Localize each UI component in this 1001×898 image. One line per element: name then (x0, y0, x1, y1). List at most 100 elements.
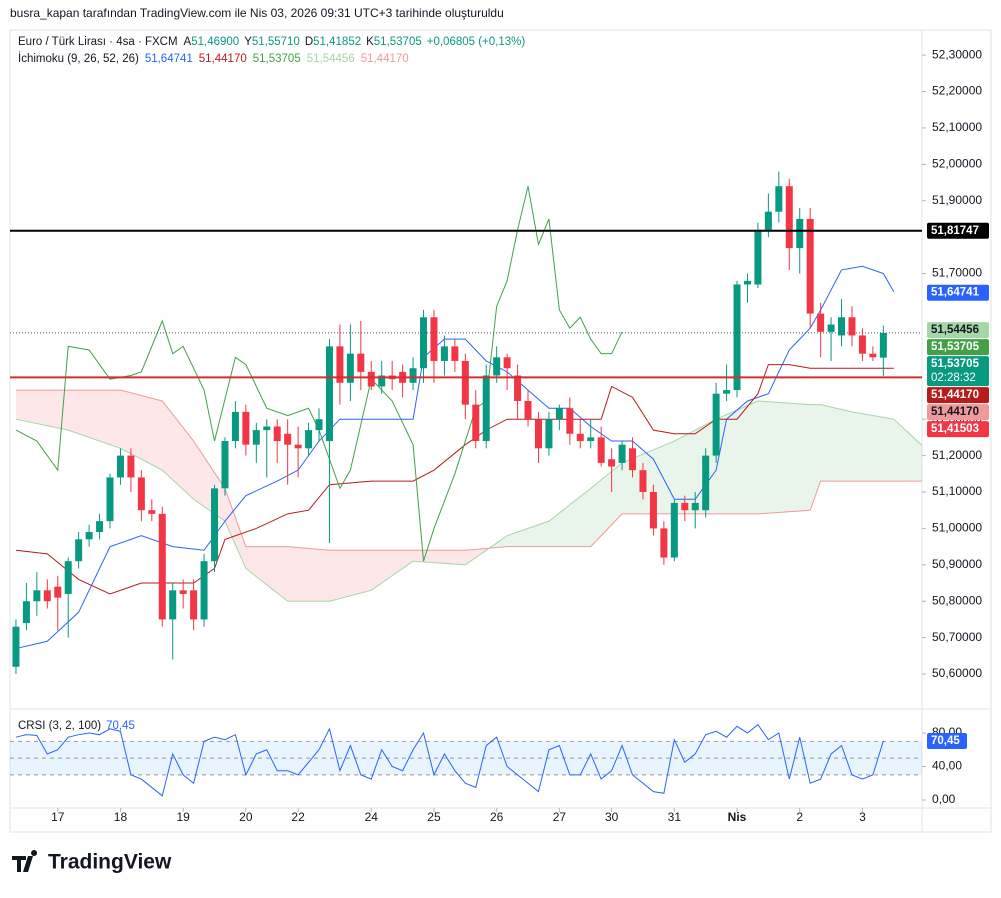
crsi-value-bg (927, 733, 967, 750)
legend-ohlc-value: 51,41852 (313, 36, 361, 48)
candle-body (409, 368, 417, 383)
candle-body (514, 375, 522, 401)
price-label: 51,53705 (931, 358, 980, 370)
cloud-fill (224, 488, 246, 569)
candle-body (357, 353, 365, 372)
x-tick-label: 18 (114, 810, 128, 824)
candle-body (221, 441, 229, 489)
candle-body (33, 590, 41, 602)
cloud-fill (245, 546, 288, 602)
legend-indicator-value: 51,53705 (253, 53, 301, 65)
legend-indicator-value: 51,44170 (361, 53, 409, 65)
candle-body (305, 430, 313, 449)
legend-indicator-value: 51,44170 (199, 53, 247, 65)
candle-body (346, 353, 354, 383)
crsi-legend-value: 70,45 (106, 720, 135, 732)
candle-body (116, 455, 124, 478)
y-tick-label: 50,70000 (932, 630, 982, 644)
candle-body (806, 218, 814, 314)
candle-body (670, 502, 678, 558)
cloud-fill (371, 550, 414, 591)
candle-body (242, 411, 250, 445)
candle-body (75, 539, 83, 562)
crsi-y-tick-label: 0,00 (932, 792, 956, 806)
candle-body (576, 433, 584, 442)
candle-body (22, 601, 30, 624)
legend-ohlc-value: 51,46900 (191, 36, 239, 48)
candle-body (127, 455, 135, 478)
candle-body (211, 488, 219, 562)
cloud-fill (893, 419, 922, 482)
price-label: 51,41503 (931, 423, 979, 435)
price-label-bg (927, 421, 989, 438)
y-tick-label: 52,30000 (932, 47, 982, 61)
candle-body (848, 317, 856, 336)
legend-indicator: İchimoku (9, 26, 52, 26) (18, 52, 139, 65)
price-label: 51,81747 (931, 225, 979, 237)
candle-body (869, 353, 877, 358)
x-tick-label: 25 (427, 810, 441, 824)
price-label-bg (927, 404, 989, 421)
candle-body (534, 419, 542, 449)
candle-body (817, 313, 825, 332)
candle-body (743, 280, 751, 285)
cloud-fill (162, 400, 194, 500)
candle-body (618, 444, 626, 463)
candle-body (639, 470, 647, 493)
candle-body (493, 357, 501, 376)
cloud-fill (68, 390, 121, 449)
price-label-bg (927, 356, 989, 387)
candle-body (838, 317, 846, 336)
x-tick-label: 30 (605, 810, 619, 824)
cloud-fill (810, 404, 821, 511)
legend-symbol: Euro / Türk Lirası · 4sa · FXCM (18, 36, 178, 48)
y-tick-label: 50,60000 (932, 666, 982, 680)
candle-body (461, 360, 469, 405)
indicator-line (15, 186, 623, 562)
candle-body (190, 590, 198, 620)
cloud-fill (716, 400, 758, 514)
candle-body (336, 346, 344, 383)
legend-change: +0,06805 (+0,13%) (427, 36, 526, 48)
candle-body (827, 324, 835, 332)
candle-body (702, 455, 710, 511)
cloud-fill (757, 400, 811, 514)
candle-body (54, 586, 62, 598)
legend-indicator-value: 51,54456 (307, 53, 355, 65)
candle-body (775, 186, 783, 212)
candle-body (200, 561, 208, 620)
cloud-fill (548, 488, 591, 547)
cloud-fill (15, 390, 69, 431)
candle-body (148, 510, 156, 514)
x-tick-label: 31 (668, 810, 682, 824)
candle-body (597, 437, 605, 463)
x-tick-label: 2 (796, 810, 803, 824)
legend-ohlc-letter: K (366, 36, 374, 48)
candle-body (587, 437, 595, 442)
candle-body (43, 590, 51, 602)
candle-body (733, 284, 741, 391)
y-tick-label: 52,00000 (932, 157, 982, 171)
candle-body (252, 430, 260, 445)
cloud-fill (851, 411, 894, 482)
candle-body (315, 419, 323, 431)
candle-body (263, 426, 271, 431)
candle-body (879, 332, 887, 358)
y-tick-label: 51,70000 (932, 266, 982, 280)
candle-body (231, 411, 239, 442)
x-tick-label: 19 (176, 810, 190, 824)
candle-body (629, 448, 637, 471)
caption: busra_kapan tarafından TradingView.com i… (10, 6, 504, 20)
candle-body (64, 561, 72, 594)
cloud-fill (820, 404, 852, 482)
candle-body (294, 444, 302, 449)
price-label-bg (927, 339, 989, 356)
y-tick-label: 51,20000 (932, 448, 982, 462)
candle-body (472, 404, 480, 442)
candle-body (796, 218, 804, 249)
candle-body (179, 590, 187, 594)
y-tick-label: 51,10000 (932, 484, 982, 498)
span-a (15, 400, 922, 602)
price-label-bg (927, 322, 989, 339)
